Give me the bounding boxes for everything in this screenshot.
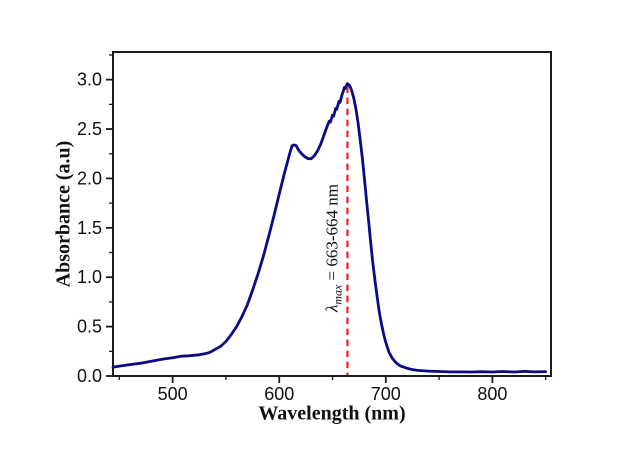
y-axis-title: Absorbance (a.u) (52, 140, 75, 288)
x-tick-label: 500 (158, 384, 188, 404)
lambda-subscript: max (330, 284, 345, 305)
y-tick-label: 1.5 (77, 218, 102, 238)
lambda-max-value: = 663-664 nm (323, 184, 343, 285)
y-tick-label: 3.0 (77, 70, 102, 90)
y-tick-label: 2.0 (77, 168, 102, 188)
lambda-max-annotation: λmax = 663-664 nm (323, 184, 346, 312)
x-axis-title: Wavelength (nm) (258, 402, 406, 425)
spectrum-curve (111, 82, 548, 374)
y-tick-label: 0.5 (77, 317, 102, 337)
x-axis-tick-labels: 500 600 700 800 (158, 384, 508, 404)
y-tick-label: 1.0 (77, 267, 102, 287)
x-axis-ticks (118, 376, 547, 383)
y-axis-ticks (106, 54, 113, 377)
x-tick-label: 600 (264, 384, 294, 404)
y-axis-tick-labels: 0.0 0.5 1.0 1.5 2.0 2.5 3.0 (77, 70, 102, 386)
x-tick-label: 700 (371, 384, 401, 404)
x-tick-label: 800 (477, 384, 507, 404)
y-tick-label: 2.5 (77, 119, 102, 139)
y-tick-label: 0.0 (77, 366, 102, 386)
lambda-symbol: λ (323, 304, 343, 312)
